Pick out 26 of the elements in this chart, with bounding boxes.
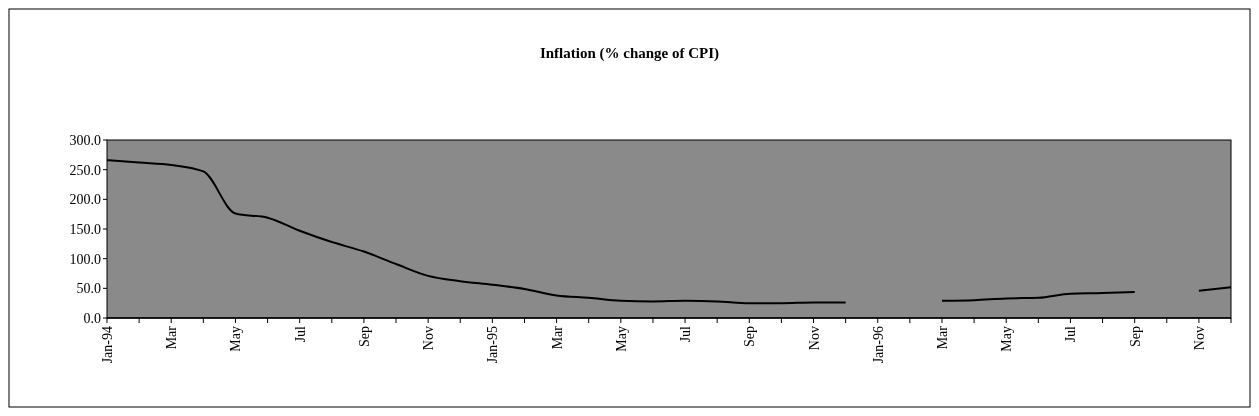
x-tick-label: Jan-94 [100,326,115,364]
x-tick-label: Mar [934,325,950,350]
x-tick-label: Jul [292,325,308,343]
y-tick-label: 200.0 [69,192,101,208]
y-tick-label: 50.0 [76,281,101,297]
x-tick-label: Nov [806,326,822,351]
x-tick-label: Mar [549,325,565,350]
y-tick-label: 300.0 [69,132,101,148]
x-tick-label: May [999,326,1015,352]
x-tick-label: Sep [742,326,758,347]
x-tick-label: Jul [678,325,694,343]
x-tick-label: May [613,326,629,352]
x-tick-label: Mar [164,325,180,350]
x-tick-label: Jul [1063,325,1079,343]
x-tick-label: Nov [1191,326,1207,351]
x-tick-label: Nov [421,326,437,351]
y-tick-label: 0.0 [83,310,101,326]
x-tick-label: Jan-95 [485,326,501,364]
y-tick-label: 100.0 [69,251,101,267]
x-tick-label: Sep [356,326,372,347]
y-tick-label: 150.0 [69,221,101,237]
y-tick-label: 250.0 [69,162,101,178]
x-tick-label: Jan-96 [870,326,886,364]
x-tick-label: May [228,326,244,352]
x-tick-label: Sep [1127,326,1143,347]
chart-title: Inflation (% change of CPI) [539,45,720,62]
